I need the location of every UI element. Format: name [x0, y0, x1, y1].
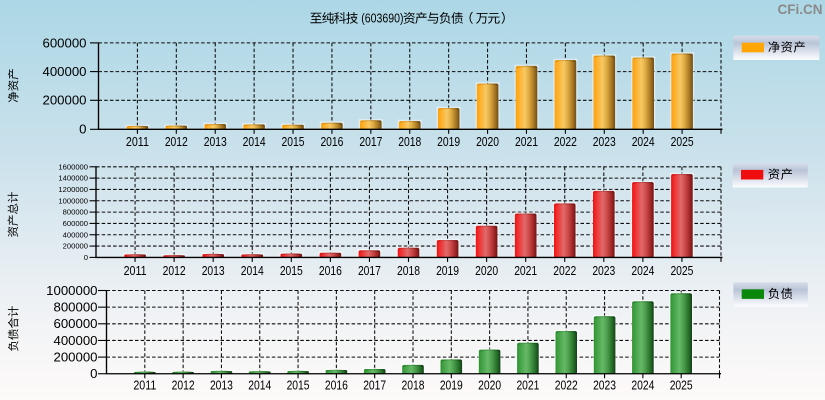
- svg-text:0: 0: [79, 122, 86, 137]
- svg-text:2024: 2024: [631, 263, 654, 278]
- svg-text:200000: 200000: [42, 93, 86, 108]
- svg-text:2021: 2021: [514, 263, 537, 278]
- svg-text:200000: 200000: [63, 242, 88, 251]
- svg-text:2015: 2015: [282, 134, 305, 149]
- svg-text:2013: 2013: [204, 134, 227, 149]
- svg-text:2022: 2022: [555, 378, 578, 393]
- svg-text:2018: 2018: [397, 263, 420, 278]
- svg-text:1400000: 1400000: [58, 174, 88, 183]
- svg-text:2011: 2011: [126, 134, 149, 149]
- svg-text:2014: 2014: [241, 263, 264, 278]
- svg-text:2022: 2022: [554, 134, 577, 149]
- svg-text:0: 0: [90, 366, 97, 381]
- svg-text:2019: 2019: [437, 134, 460, 149]
- svg-text:400000: 400000: [53, 333, 97, 348]
- svg-text:1200000: 1200000: [58, 185, 88, 194]
- svg-text:2012: 2012: [165, 134, 188, 149]
- svg-text:2015: 2015: [287, 378, 310, 393]
- svg-text:2020: 2020: [476, 134, 499, 149]
- svg-text:2018: 2018: [402, 378, 425, 393]
- svg-text:2024: 2024: [632, 134, 655, 149]
- svg-text:2016: 2016: [320, 134, 343, 149]
- svg-text:2012: 2012: [163, 263, 186, 278]
- svg-text:200000: 200000: [53, 350, 97, 365]
- svg-text:0: 0: [84, 253, 88, 262]
- svg-text:2019: 2019: [436, 263, 459, 278]
- svg-text:2023: 2023: [592, 263, 615, 278]
- svg-text:2018: 2018: [398, 134, 421, 149]
- svg-text:1000000: 1000000: [46, 283, 97, 298]
- svg-text:600000: 600000: [63, 219, 88, 228]
- svg-text:2020: 2020: [478, 378, 501, 393]
- svg-text:1000000: 1000000: [58, 196, 88, 205]
- svg-text:2024: 2024: [631, 378, 654, 393]
- svg-text:CFi.CN: CFi.CN: [778, 2, 823, 17]
- svg-text:2011: 2011: [124, 263, 147, 278]
- svg-text:2020: 2020: [475, 263, 498, 278]
- svg-text:2025: 2025: [670, 378, 693, 393]
- svg-text:2025: 2025: [670, 263, 693, 278]
- svg-text:2017: 2017: [359, 134, 382, 149]
- svg-text:2017: 2017: [358, 263, 381, 278]
- svg-text:600000: 600000: [42, 35, 86, 50]
- svg-text:2012: 2012: [172, 378, 195, 393]
- svg-text:2023: 2023: [593, 378, 616, 393]
- svg-text:(603690): (603690): [361, 11, 403, 26]
- svg-text:2025: 2025: [671, 134, 694, 149]
- svg-text:2013: 2013: [202, 263, 225, 278]
- svg-text:800000: 800000: [63, 208, 88, 217]
- svg-text:2023: 2023: [593, 134, 616, 149]
- svg-text:2021: 2021: [516, 378, 539, 393]
- svg-text:2015: 2015: [280, 263, 303, 278]
- svg-text:2019: 2019: [440, 378, 463, 393]
- svg-text:2014: 2014: [243, 134, 266, 149]
- svg-text:2013: 2013: [210, 378, 233, 393]
- svg-text:400000: 400000: [42, 64, 86, 79]
- svg-text:2016: 2016: [319, 263, 342, 278]
- svg-text:400000: 400000: [63, 230, 88, 239]
- svg-text:2016: 2016: [325, 378, 348, 393]
- svg-text:2014: 2014: [248, 378, 271, 393]
- svg-text:1600000: 1600000: [58, 162, 88, 171]
- svg-text:600000: 600000: [53, 316, 97, 331]
- svg-text:2021: 2021: [515, 134, 538, 149]
- svg-text:2022: 2022: [553, 263, 576, 278]
- svg-text:2011: 2011: [133, 378, 156, 393]
- svg-text:2017: 2017: [363, 378, 386, 393]
- svg-text:800000: 800000: [53, 300, 97, 315]
